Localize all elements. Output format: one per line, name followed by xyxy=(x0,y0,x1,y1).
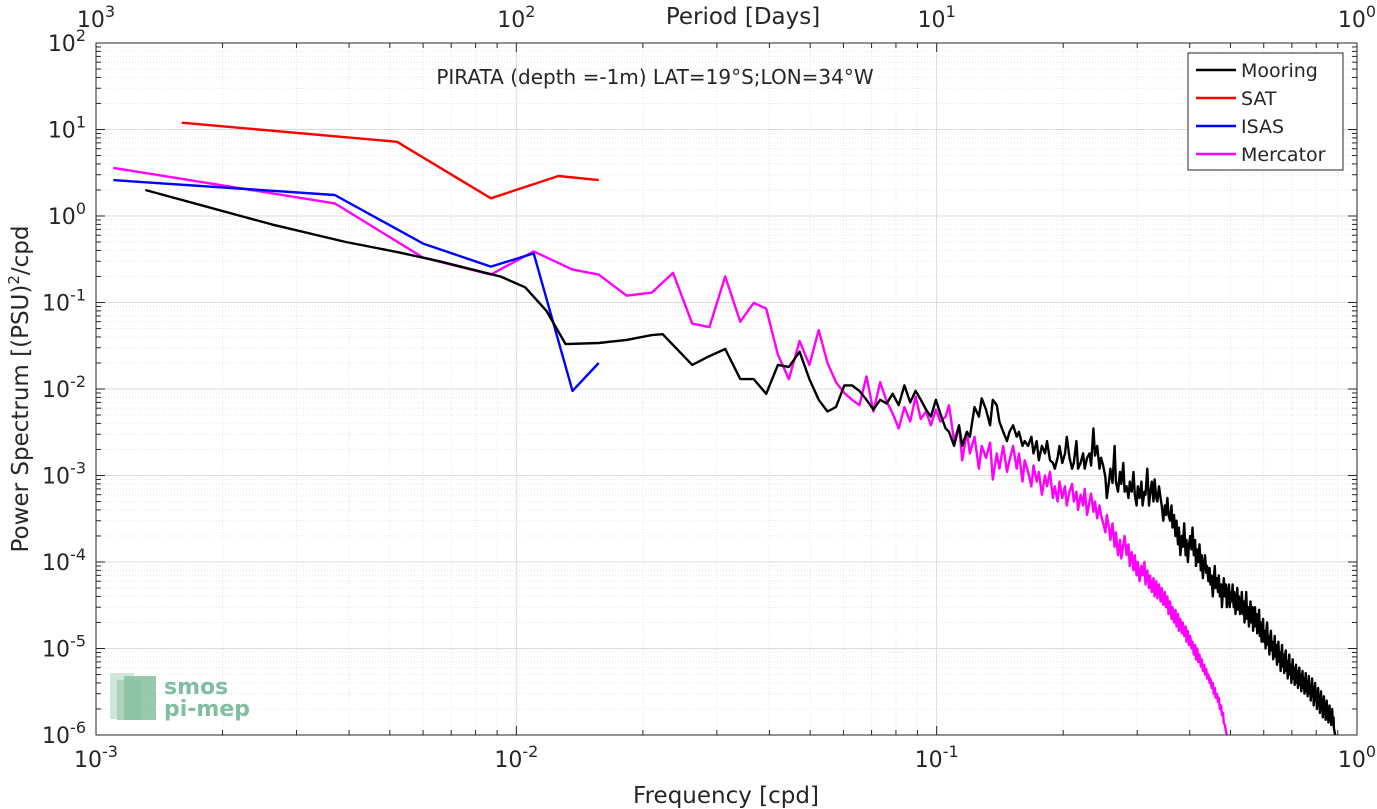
y-tick-label-exp: -1 xyxy=(70,286,86,305)
x-tick-label: 10-2 xyxy=(494,742,538,773)
x-tick-label-base: 10 xyxy=(915,748,943,773)
y-tick-label-exp: -3 xyxy=(70,459,86,478)
y-axis-label: Power Spectrum [(PSU)2/cpd xyxy=(5,226,34,553)
x-tick-label-base: 10 xyxy=(1338,748,1366,773)
series-line-mercator xyxy=(113,166,1228,736)
top-x-tick-label-exp: 3 xyxy=(105,2,115,21)
legend-label-mooring: Mooring xyxy=(1241,60,1318,82)
y-tick-label-exp: 2 xyxy=(76,26,86,45)
series-line-isas xyxy=(113,178,600,393)
legend-label-mercator: Mercator xyxy=(1241,144,1326,166)
logo-text-pi-mep: pi-mep xyxy=(164,697,250,722)
logo-mark-front xyxy=(124,676,156,720)
x-tick-label: 10-3 xyxy=(74,742,118,773)
y-tick-label-exp: 0 xyxy=(76,199,86,218)
top-x-tick-label-exp: 2 xyxy=(525,2,535,21)
top-x-tick-label: 103 xyxy=(77,2,115,33)
y-axis-label-suffix: /cpd xyxy=(8,226,34,276)
y-tick-label: 102 xyxy=(48,26,86,57)
x-tick-label: 10-1 xyxy=(915,742,959,773)
top-x-tick-label-base: 10 xyxy=(497,8,525,33)
top-x-tick-label: 101 xyxy=(918,2,956,33)
top-x-tick-label: 102 xyxy=(497,2,535,33)
y-tick-label-exp: -5 xyxy=(70,632,86,651)
legend: Mooring SAT ISAS Mercator xyxy=(1187,52,1344,171)
series-layer xyxy=(113,121,1337,736)
x-tick-label-exp: -3 xyxy=(102,742,118,761)
y-tick-label: 10-5 xyxy=(42,632,86,663)
top-x-tick-label-exp: 0 xyxy=(1366,2,1376,21)
y-tick-label-base: 10 xyxy=(42,724,70,749)
chart-title: PIRATA (depth =-1m) LAT=19°S;LON=34°W xyxy=(436,65,874,89)
y-tick-label-base: 10 xyxy=(42,465,70,490)
y-tick-label: 101 xyxy=(48,113,86,144)
y-tick-label-base: 10 xyxy=(48,119,76,144)
x-tick-label: 100 xyxy=(1338,742,1376,773)
y-tick-label: 10-2 xyxy=(42,372,86,403)
x-tick-label-base: 10 xyxy=(74,748,102,773)
legend-label-isas: ISAS xyxy=(1241,116,1284,138)
y-tick-label: 100 xyxy=(48,199,86,230)
top-x-tick-label-base: 10 xyxy=(918,8,946,33)
top-x-tick-label: 100 xyxy=(1338,2,1376,33)
y-tick-label-exp: 1 xyxy=(76,113,86,132)
y-tick-label-base: 10 xyxy=(42,378,70,403)
y-tick-label-exp: -4 xyxy=(70,545,86,564)
x-tick-label-exp: -2 xyxy=(522,742,538,761)
y-tick-label-base: 10 xyxy=(48,205,76,230)
y-tick-label: 10-3 xyxy=(42,459,86,490)
y-tick-label-base: 10 xyxy=(48,32,76,57)
ticks-layer xyxy=(95,42,1358,736)
top-x-tick-label-base: 10 xyxy=(77,8,105,33)
x-axis-label: Frequency [cpd] xyxy=(633,783,819,809)
y-axis-label-sup: 2 xyxy=(5,275,23,285)
top-x-tick-label-base: 10 xyxy=(1338,8,1366,33)
y-axis-label-main: Power Spectrum [(PSU) xyxy=(8,285,34,553)
y-tick-label-base: 10 xyxy=(42,551,70,576)
y-tick-label-base: 10 xyxy=(42,638,70,663)
top-x-tick-label-exp: 1 xyxy=(946,2,956,21)
legend-label-sat: SAT xyxy=(1241,88,1277,110)
legend-box xyxy=(1187,52,1344,171)
smos-pi-mep-logo: smos pi-mep xyxy=(110,673,250,722)
x-tick-label-base: 10 xyxy=(494,748,522,773)
y-tick-label: 10-4 xyxy=(42,545,86,576)
y-tick-label-base: 10 xyxy=(42,292,70,317)
y-tick-label: 10-6 xyxy=(42,718,86,749)
y-tick-label-exp: -2 xyxy=(70,372,86,391)
logo-text-smos: smos xyxy=(164,675,228,700)
x-tick-label-exp: -1 xyxy=(943,742,959,761)
x-tick-label-exp: 0 xyxy=(1366,742,1376,761)
series-line-mooring xyxy=(144,188,1337,736)
y-tick-label: 10-1 xyxy=(42,286,86,317)
y-tick-label-exp: -6 xyxy=(70,718,86,737)
top-x-axis-label: Period [Days] xyxy=(666,4,820,30)
series-line-sat xyxy=(181,121,599,200)
